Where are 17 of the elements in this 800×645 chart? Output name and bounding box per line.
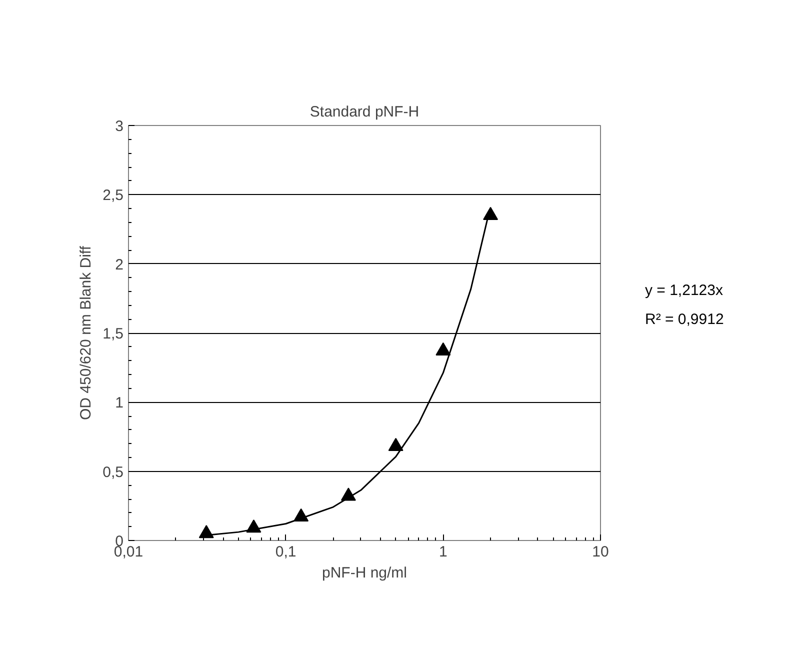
chart-title: Standard pNF-H — [310, 104, 420, 120]
point — [436, 342, 451, 356]
y-tick-label: 1 — [115, 394, 124, 412]
text: R² = 0,9912 — [645, 310, 724, 330]
y-tick-label: 1,5 — [102, 326, 124, 342]
x-tick-label: 0,1 — [275, 544, 296, 560]
x-tick-label: 1 — [438, 544, 448, 560]
x-tick-label: 10 — [592, 544, 609, 560]
text: y = 1,2123x — [645, 281, 724, 301]
y-tick-label: 2 — [115, 256, 124, 274]
y-tick-label: 2,5 — [102, 187, 124, 204]
y-axis-title: OD 450/620 nm Blank Diff — [78, 245, 95, 420]
y-tick-label: 0,5 — [102, 464, 124, 481]
point — [483, 206, 498, 220]
y-tick-label: 3 — [115, 118, 124, 135]
x-axis-title: pNF-H ng/ml — [322, 564, 408, 582]
point — [388, 438, 404, 451]
